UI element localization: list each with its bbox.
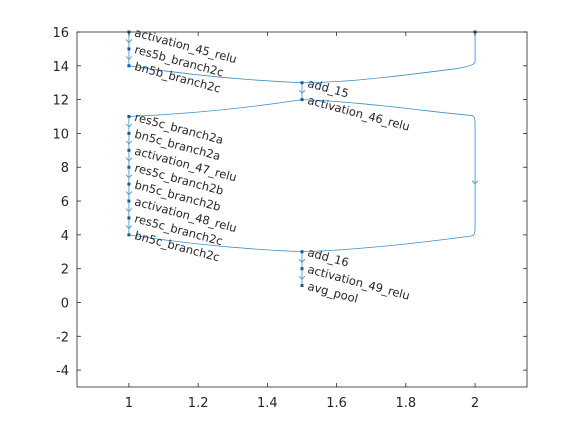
node-res5c_branch2c — [127, 216, 131, 220]
node-res5c_branch2a — [127, 115, 131, 119]
node-bn5c_branch2c — [127, 233, 131, 237]
edge-arrow — [125, 174, 133, 179]
y-tick-label: 10 — [52, 127, 69, 142]
y-tick-label: -4 — [56, 364, 69, 379]
node-bn5b_branch2c — [127, 64, 131, 68]
edge-arrow — [298, 89, 306, 94]
node-activation_48_relu — [127, 199, 131, 203]
edge-arrow — [125, 140, 133, 145]
node-activation_47_relu — [127, 148, 131, 152]
node-res5b_branch2c — [127, 47, 131, 51]
x-tick-label: 1 — [125, 396, 133, 411]
edge-arrow — [125, 56, 133, 60]
edge-arrow — [125, 191, 133, 196]
edge-arrow — [125, 123, 133, 128]
x-tick-label: 1.6 — [326, 396, 347, 411]
y-tick-label: 12 — [52, 94, 69, 109]
edge-arrow — [298, 258, 306, 263]
node-activation_46_relu — [300, 98, 304, 102]
y-tick-label: -2 — [56, 330, 69, 345]
node-add_16 — [300, 250, 304, 254]
node-res5c_branch2b — [127, 165, 131, 169]
y-tick-label: 0 — [61, 296, 69, 311]
node-avg_pool — [300, 284, 304, 288]
edge-arrow — [125, 208, 133, 213]
y-tick-label: 16 — [52, 26, 69, 41]
x-tick-label: 1.4 — [257, 396, 278, 411]
edge-arrow — [298, 275, 306, 280]
x-tick-label: 2 — [471, 396, 479, 411]
edge-arrow — [125, 157, 133, 162]
y-tick-label: 14 — [52, 60, 69, 75]
x-tick-label: 1.2 — [188, 396, 209, 411]
y-tick-label: 4 — [61, 229, 69, 244]
node-bn5c_branch2b — [127, 182, 131, 186]
edge-layer — [125, 32, 479, 286]
y-tick-label: 6 — [61, 195, 69, 210]
x-axis-ticks: 1 1.2 1.4 1.6 1.8 2 — [125, 32, 479, 411]
edge-activation_46_relu-to-res5c_branch2a — [128, 99, 303, 117]
edge-arrow — [125, 225, 133, 229]
node-activation_49_relu — [300, 267, 304, 271]
y-axis-ticks: -4 -2 0 2 4 6 8 10 12 14 16 — [52, 26, 527, 379]
y-tick-label: 2 — [61, 263, 69, 278]
edge-activation_46_relu-to-add_16 — [301, 99, 476, 253]
node-add_15 — [300, 81, 304, 85]
edge-bn5b_branch2c-to-add_15 — [128, 65, 303, 84]
y-tick-label: 8 — [61, 161, 69, 176]
x-tick-label: 1.8 — [396, 396, 417, 411]
axes-frame — [76, 31, 528, 388]
edge-arrow — [125, 39, 133, 44]
edge-top-to-add_15 — [301, 32, 476, 84]
node-bn5c_branch2a — [127, 131, 131, 135]
edge-bn5c_branch2c-to-add_16 — [128, 234, 303, 253]
